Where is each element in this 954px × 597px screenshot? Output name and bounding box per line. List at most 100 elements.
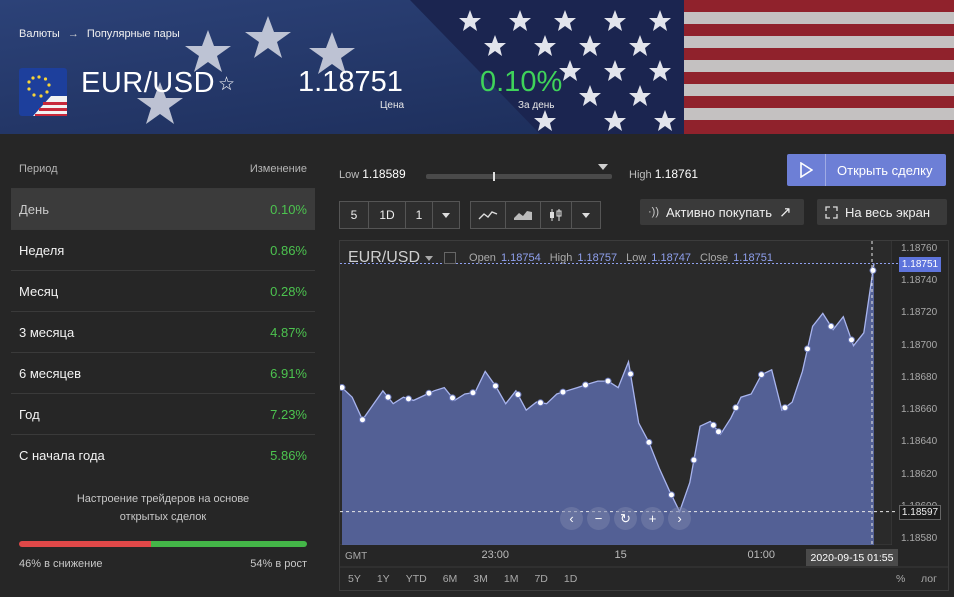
high-value: 1.18757 — [577, 252, 618, 264]
open-trade-label: Открыть сделку — [837, 162, 933, 178]
range-7d-button[interactable]: 7D — [534, 573, 548, 585]
price-chart[interactable]: EUR/USD Open 1.18754 High 1.18757 Low 1.187… — [339, 240, 949, 591]
period-label: Год — [19, 406, 40, 422]
reset-chart-button[interactable]: ↻ — [614, 507, 637, 530]
sentiment-bar-up — [151, 541, 307, 547]
zoom-out-button[interactable]: − — [587, 507, 610, 530]
period-change: 5.86% — [270, 447, 307, 463]
day-high: High 1.18761 — [629, 167, 698, 181]
range-ytd-button[interactable]: YTD — [405, 573, 427, 585]
period-label: День — [19, 201, 49, 217]
range-selector: 5Y 1Y YTD 6M 3M 1M 7D 1D — [348, 573, 577, 585]
price-axis-tick: 1.18700 — [901, 339, 938, 351]
open-trade-button[interactable]: Открыть сделку — [787, 154, 946, 186]
range-1y-button[interactable]: 1Y — [376, 573, 390, 585]
day-range-track — [426, 174, 612, 179]
price-marker — [405, 395, 412, 403]
range-1d-button[interactable]: 1D — [563, 573, 578, 585]
active-buying-label: Активно покупать — [666, 204, 772, 220]
crosshair-price-tag: 1.18597 — [899, 504, 941, 520]
arrow-up-right-icon: ↗ — [778, 204, 792, 221]
percent-scale-toggle[interactable]: % — [896, 573, 906, 585]
day-low-value: 1.18589 — [362, 167, 406, 181]
day-range-pointer-icon — [598, 164, 608, 170]
price-marker — [491, 382, 499, 390]
chart-type-dropdown-button[interactable] — [572, 202, 600, 228]
flag-banner-background — [0, 0, 954, 134]
price-axis-tick: 1.18640 — [901, 436, 938, 448]
sentiment-bar-down — [19, 541, 152, 547]
chevron-down-icon — [442, 212, 450, 218]
favorite-star-icon[interactable]: ☆ — [218, 74, 236, 95]
breadcrumb-popular-pairs-link[interactable]: Популярные пары — [86, 28, 180, 40]
range-1m-button[interactable]: 1M — [503, 573, 519, 585]
price-marker — [448, 394, 456, 402]
price-marker — [536, 399, 544, 407]
interval-toolbar: 5 1D 1 — [339, 201, 460, 229]
chevron-down-icon — [582, 212, 590, 218]
breadcrumb-currencies-link[interactable]: Валюты — [19, 28, 60, 40]
ohlc-legend: EUR/USD Open 1.18754 High 1.18757 Low 1.187… — [348, 249, 777, 267]
period-row-6-months[interactable]: 6 месяцев 6.91% — [11, 352, 315, 393]
period-table-header: Период Изменение — [11, 150, 315, 188]
high-label: High — [549, 252, 573, 264]
period-row-year[interactable]: Год 7.23% — [11, 393, 315, 434]
price-axis-tick: 1.18660 — [901, 404, 938, 416]
range-3m-button[interactable]: 3M — [473, 573, 488, 585]
price-marker — [384, 393, 392, 401]
settings-icon[interactable] — [444, 252, 457, 264]
period-change: 6.91% — [270, 365, 307, 381]
price-marker — [827, 322, 835, 330]
price-axis-tick: 1.18720 — [901, 307, 938, 319]
candlestick-chart-button[interactable] — [541, 202, 572, 228]
scroll-right-button[interactable]: › — [668, 507, 691, 530]
legend-symbol[interactable]: EUR/USD — [348, 249, 421, 266]
active-buying-button[interactable]: ·)) Активно покупать ↗ — [640, 199, 804, 225]
symbol-dropdown-icon[interactable] — [425, 255, 434, 261]
interval-dropdown-button[interactable] — [433, 202, 459, 228]
sentiment-title-line2: открытых сделок — [119, 511, 207, 523]
range-6m-button[interactable]: 6M — [442, 573, 458, 585]
period-row-3-months[interactable]: 3 месяца 4.87% — [11, 311, 315, 352]
period-label: Месяц — [19, 283, 59, 299]
crosshair-time-tag: 2020-09-15 01:55 — [806, 549, 898, 566]
breadcrumb: Валюты → Популярные пары — [19, 28, 180, 40]
period-row-day[interactable]: День 0.10% — [11, 188, 315, 229]
price-marker — [804, 345, 811, 353]
interval-1-button[interactable]: 1 — [406, 202, 433, 228]
period-label: 3 месяца — [19, 324, 75, 340]
change-column-header: Изменение — [249, 163, 307, 175]
price-marker — [358, 416, 366, 424]
trader-sentiment-title: Настроение трейдеров на основе открытых … — [11, 490, 315, 526]
range-5y-button[interactable]: 5Y — [348, 573, 361, 585]
close-value: 1.18751 — [733, 252, 773, 264]
zoom-in-button[interactable]: + — [641, 507, 664, 530]
chart-type-toolbar — [470, 201, 601, 229]
price-axis-tick: 1.18740 — [901, 275, 938, 287]
instrument-header: Валюты → Популярные пары EUR/USD ☆ 1.187… — [0, 0, 954, 134]
day-low: Low 1.18589 — [339, 167, 406, 181]
low-label: Low — [626, 252, 647, 264]
log-scale-toggle[interactable]: лог — [921, 573, 937, 585]
period-row-month[interactable]: Месяц 0.28% — [11, 270, 315, 311]
scroll-left-button[interactable]: ‹ — [560, 507, 583, 530]
line-chart-button[interactable] — [471, 202, 506, 228]
period-change-table: Период Изменение День 0.10% Неделя 0.86%… — [11, 150, 315, 475]
price-marker — [340, 384, 346, 392]
area-chart-button[interactable] — [506, 202, 541, 228]
fullscreen-button[interactable]: На весь экран — [817, 199, 947, 225]
interval-5-button[interactable]: 5 — [340, 202, 369, 228]
price-marker — [514, 391, 522, 399]
breadcrumb-arrow-icon: → — [67, 28, 79, 40]
chart-navigation: ‹ − ↻ + › — [560, 507, 691, 530]
period-row-ytd[interactable]: С начала года 5.86% — [11, 434, 315, 475]
timezone-label[interactable]: GMT — [345, 551, 368, 562]
eur-usd-flag-icon — [19, 68, 67, 116]
price-marker — [690, 456, 698, 464]
period-row-week[interactable]: Неделя 0.86% — [11, 229, 315, 270]
price-axis-tick: 1.18680 — [901, 371, 938, 383]
price-marker — [847, 336, 855, 344]
last-price-tag: 1.18751 — [899, 256, 941, 272]
price-marker — [645, 438, 653, 446]
interval-1d-button[interactable]: 1D — [369, 202, 406, 228]
